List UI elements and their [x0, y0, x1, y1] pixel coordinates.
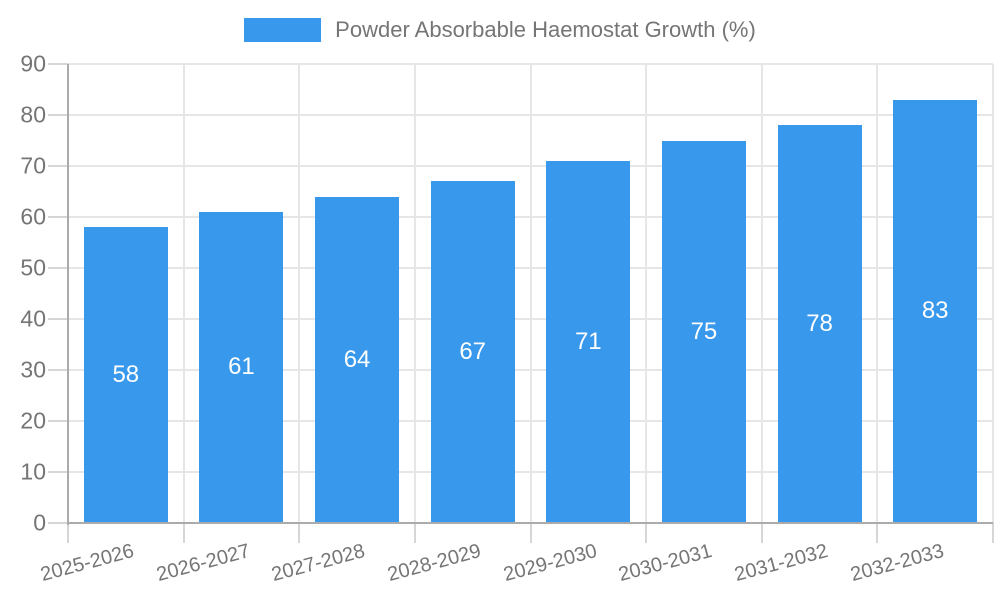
x-axis-tick [645, 523, 648, 543]
x-axis-tick [413, 523, 416, 543]
x-axis-tick [529, 523, 532, 543]
bar-value-label: 58 [112, 361, 140, 389]
y-axis-label: 70 [20, 152, 46, 179]
y-axis-label: 10 [20, 458, 46, 485]
x-axis-tick [876, 523, 879, 543]
y-axis-label: 50 [20, 254, 46, 281]
y-axis-label: 30 [20, 356, 46, 383]
y-axis-tick [48, 165, 68, 167]
x-gridline [413, 64, 416, 523]
bar[interactable]: 78 [777, 125, 862, 523]
y-axis-tick [48, 522, 68, 524]
y-axis-tick [48, 318, 68, 320]
x-axis-label: 2030-2031 [616, 540, 715, 587]
x-axis-label: 2025-2026 [38, 540, 137, 587]
x-gridline [529, 64, 532, 523]
y-axis-label: 20 [20, 407, 46, 434]
x-gridline [876, 64, 879, 523]
x-gridline [645, 64, 648, 523]
x-axis-line [68, 522, 993, 524]
x-axis-tick [298, 523, 301, 543]
bar[interactable]: 75 [661, 140, 746, 523]
y-axis-label: 60 [20, 203, 46, 230]
x-gridline [992, 64, 994, 523]
x-axis-tick [67, 523, 69, 543]
y-axis-tick [48, 216, 68, 218]
y-axis-tick [48, 471, 68, 473]
y-axis-label: 90 [20, 50, 46, 77]
chart-legend: Powder Absorbable Haemostat Growth (%) [0, 10, 1000, 50]
y-axis-tick [48, 63, 68, 65]
bar-value-label: 83 [921, 297, 949, 325]
y-axis-label: 0 [33, 509, 46, 536]
bar[interactable]: 58 [83, 227, 168, 523]
bar-value-label: 75 [690, 317, 718, 345]
x-gridline [760, 64, 763, 523]
y-axis-tick [48, 114, 68, 116]
x-gridline [298, 64, 301, 523]
bar-value-label: 71 [574, 327, 602, 355]
x-axis-tick [760, 523, 763, 543]
x-axis-label: 2029-2030 [500, 540, 600, 587]
bar-value-label: 78 [806, 310, 833, 338]
x-axis-tick [992, 523, 994, 543]
y-axis-tick [48, 267, 68, 269]
y-axis-line [67, 64, 69, 525]
bar[interactable]: 64 [315, 196, 400, 523]
y-axis-label: 80 [20, 101, 46, 128]
bar[interactable]: 67 [430, 181, 515, 523]
x-axis-label: 2031-2032 [732, 540, 831, 587]
bar-value-label: 64 [343, 345, 371, 373]
bar[interactable]: 83 [893, 99, 978, 523]
x-axis-tick [182, 523, 185, 543]
bar[interactable]: 61 [199, 211, 284, 523]
x-gridline [182, 64, 185, 523]
x-axis-label: 2026-2027 [154, 540, 253, 587]
x-axis-label: 2027-2028 [269, 540, 368, 587]
y-axis-tick [48, 420, 68, 422]
x-axis-label: 2028-2029 [385, 540, 484, 587]
bar-value-label: 67 [459, 338, 487, 366]
legend-color-swatch [244, 18, 322, 42]
x-axis-label: 2032-2033 [847, 540, 946, 587]
legend-series-label: Powder Absorbable Haemostat Growth (%) [335, 17, 756, 42]
bar[interactable]: 71 [546, 160, 631, 523]
y-axis-label: 40 [20, 305, 46, 332]
y-axis-tick [48, 369, 68, 371]
bar-value-label: 61 [228, 353, 255, 381]
